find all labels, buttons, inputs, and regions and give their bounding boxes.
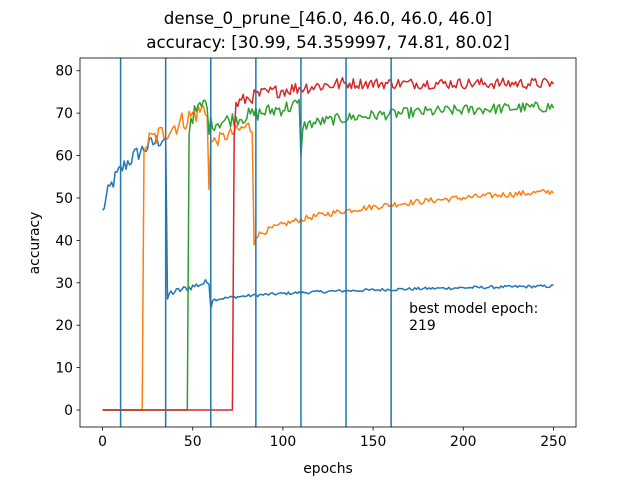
x-tick-label: 150 <box>360 434 387 450</box>
axes-frame <box>79 57 577 428</box>
y-tick-label: 0 <box>64 403 73 419</box>
x-axis-label: epochs <box>303 461 353 477</box>
x-tick-label: 50 <box>184 434 202 450</box>
series-line-4 <box>102 77 555 411</box>
y-tick-label: 60 <box>55 149 73 165</box>
x-tick-label: 200 <box>450 434 477 450</box>
y-tick-label: 30 <box>55 276 73 292</box>
y-axis-ticks: 0 10 20 30 40 50 60 70 80 <box>55 64 80 419</box>
series-line-1 <box>101 135 554 310</box>
x-tick-label: 250 <box>540 434 567 450</box>
x-tick-label: 0 <box>98 434 107 450</box>
y-tick-label: 70 <box>55 106 73 122</box>
x-axis-ticks: 0 50 100 150 200 250 <box>98 427 567 450</box>
y-tick-label: 20 <box>55 318 73 334</box>
chart-title-line-2: accuracy: [30.99, 54.359997, 74.81, 80.0… <box>146 32 509 52</box>
x-tick-label: 100 <box>270 434 297 450</box>
y-tick-label: 80 <box>55 64 73 80</box>
y-tick-label: 10 <box>55 361 73 377</box>
y-tick-label: 40 <box>55 233 73 249</box>
y-tick-label: 50 <box>55 191 73 207</box>
series-line-2 <box>102 104 555 411</box>
chart-title-line-1: dense_0_prune_[46.0, 46.0, 46.0, 46.0] <box>164 8 492 29</box>
best-epoch-annotation-line-1: best model epoch: <box>409 301 538 317</box>
plot-area <box>101 58 555 427</box>
best-epoch-annotation-line-2: 219 <box>409 318 436 334</box>
y-axis-label: accuracy <box>27 212 43 275</box>
